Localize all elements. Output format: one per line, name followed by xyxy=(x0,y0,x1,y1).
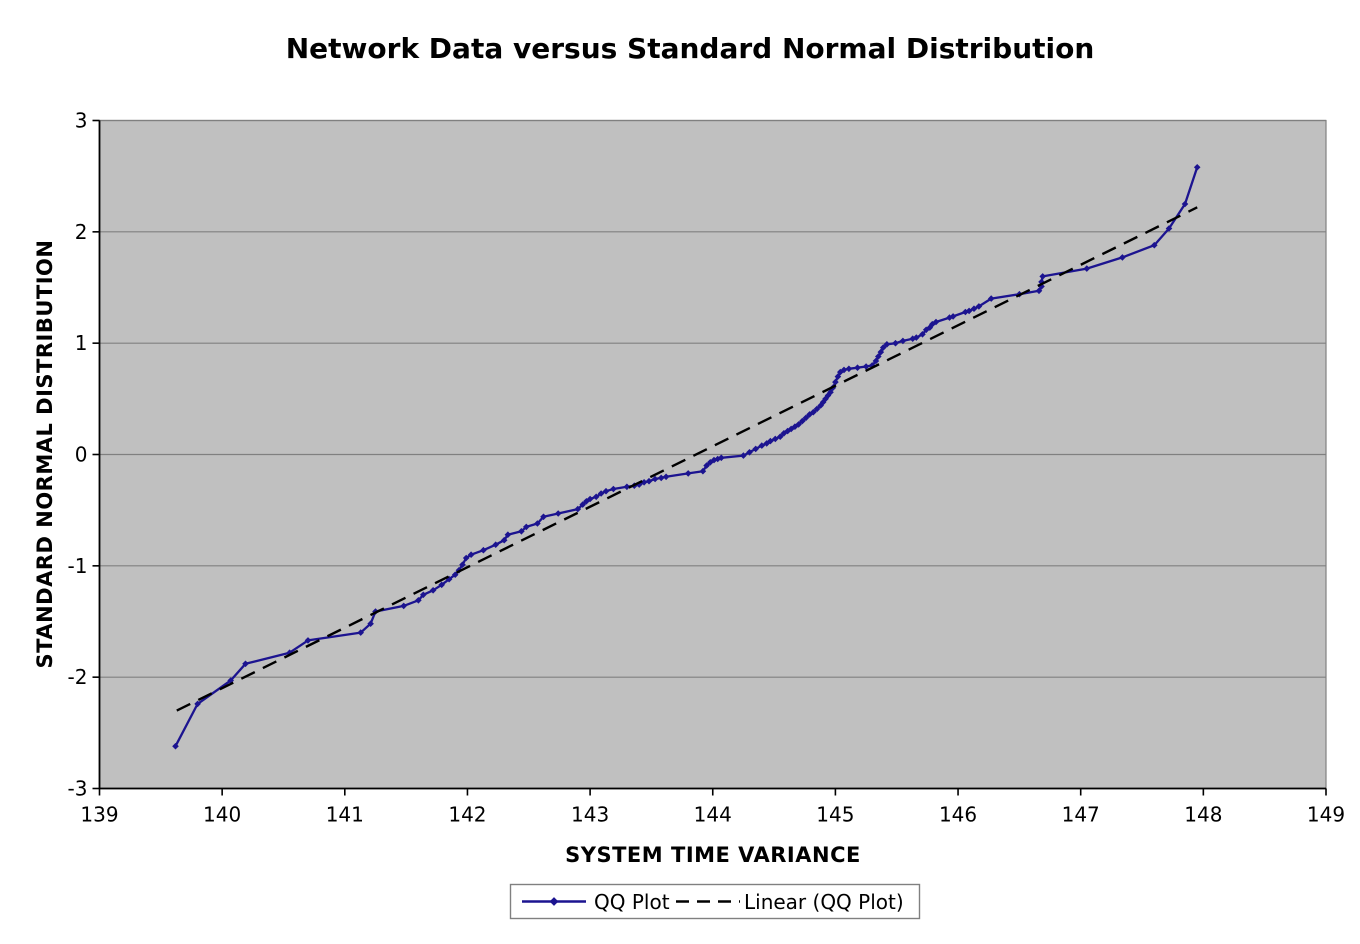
x-tick-label-147: 147 xyxy=(1062,803,1100,827)
x-tick-label-145: 145 xyxy=(816,803,854,827)
y-tick-label--3: -3 xyxy=(68,777,88,801)
x-tick-label-146: 146 xyxy=(939,803,977,827)
legend-label-qq-plot: QQ Plot xyxy=(594,890,670,914)
x-tick-label-149: 149 xyxy=(1307,803,1345,827)
y-tick-label-2: 2 xyxy=(75,220,88,244)
chart-title: Network Data versus Standard Normal Dist… xyxy=(286,32,1095,65)
y-tick-label-3: 3 xyxy=(75,109,88,133)
x-tick-label-141: 141 xyxy=(326,803,364,827)
y-axis-title: STANDARD NORMAL DISTRIBUTION xyxy=(33,240,57,669)
x-tick-label-148: 148 xyxy=(1184,803,1222,827)
y-tick-label--1: -1 xyxy=(68,554,88,578)
legend: QQ Plot Linear (QQ Plot) xyxy=(509,883,921,920)
x-tick-label-139: 139 xyxy=(80,803,118,827)
legend-qq-marker-sample xyxy=(549,897,559,906)
x-tick-label-140: 140 xyxy=(203,803,241,827)
linear-trendline xyxy=(176,206,1198,712)
x-tick-label-143: 143 xyxy=(571,803,609,827)
plot-layer: -3 -2 -1 0 1 2 3 139 140 141 142 143 144 145 146 147 148… xyxy=(68,109,1346,827)
x-axis-title: SYSTEM TIME VARIANCE xyxy=(565,843,861,867)
y-tick-label-0: 0 xyxy=(75,443,88,467)
x-tick-label-142: 142 xyxy=(448,803,486,827)
legend-label-linear: Linear (QQ Plot) xyxy=(744,890,904,914)
y-tick-label-1: 1 xyxy=(75,331,88,355)
y-tick-label--2: -2 xyxy=(68,665,88,689)
x-tick-label-144: 144 xyxy=(694,803,732,827)
